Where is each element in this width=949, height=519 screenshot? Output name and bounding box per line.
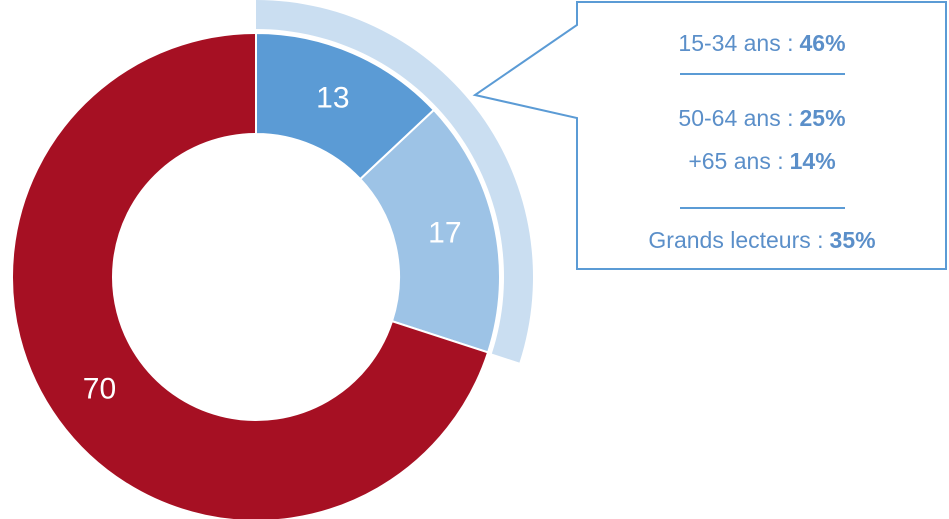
annotation-value: 14%: [790, 148, 836, 174]
callout-box: [472, 1, 947, 270]
annotation-value: 25%: [800, 105, 846, 131]
annotation-label: +65 ans :: [688, 148, 783, 174]
segment-label: 17: [428, 217, 461, 250]
annotation-value: 35%: [830, 227, 876, 253]
callout-text: 15-34 ans : 46% 50-64 ans : 25% +65 ans : 14%…: [648, 30, 875, 253]
annotation: +65 ans : 14%: [688, 148, 835, 174]
highlight-band: [256, 0, 533, 363]
donut-segment: [358, 108, 501, 354]
annotation-value: 46%: [800, 30, 846, 56]
annotation: 50-64 ans : 25%: [678, 105, 845, 131]
annotation-label: Grands lecteurs :: [648, 227, 823, 253]
annotation: 15-34 ans : 46%: [678, 30, 845, 56]
annotation: Grands lecteurs : 35%: [648, 227, 875, 253]
segment-label: 13: [316, 81, 349, 114]
segment-label: 70: [83, 373, 116, 406]
donut-segment: [11, 31, 490, 519]
annotation-label: 50-64 ans :: [678, 105, 793, 131]
annotation-label: 15-34 ans :: [678, 30, 793, 56]
